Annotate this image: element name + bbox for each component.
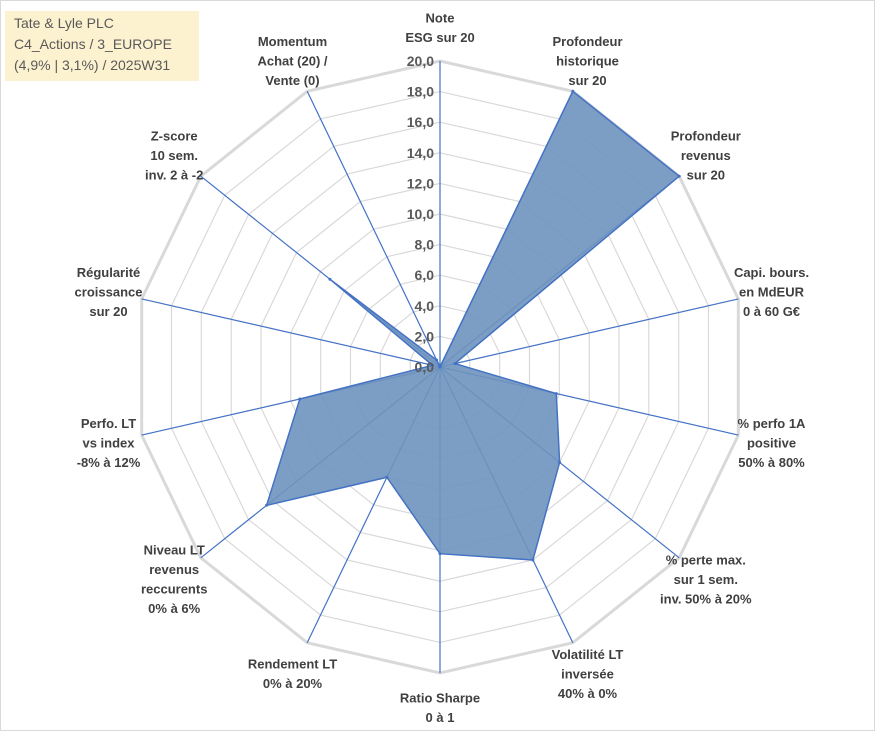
axis-spoke	[439, 298, 739, 368]
axis-label: Profondeur historique sur 20	[552, 34, 622, 88]
axis-label-line: 0% à 20%	[263, 676, 323, 691]
axis-label-line: 0 à 1	[426, 710, 455, 725]
axis-spoke	[141, 298, 441, 368]
axis-label-line: Profondeur	[671, 129, 741, 144]
tick-label: 14,0	[407, 145, 434, 161]
axis-label-line: sur 20	[568, 73, 606, 88]
axis-label-line: historique	[556, 54, 619, 69]
axis-label-line: sur 20	[687, 168, 725, 183]
axis-label-line: revenus	[149, 562, 199, 577]
axis-label-line: inv. 2 à -2	[145, 168, 203, 183]
series-point	[328, 277, 332, 281]
series-point	[558, 460, 562, 464]
axis-label: Niveau LT revenus reccurents 0% à 6%	[141, 543, 207, 617]
axis-label-line: croissance	[75, 284, 143, 299]
axis-label-line: -8% à 12%	[77, 455, 141, 470]
axis-label-line: Momentum	[258, 34, 327, 49]
axis-label: Z-score 10 sem. inv. 2 à -2	[145, 129, 203, 183]
radar-axis-labels: Note ESG sur 20 Profondeur historique sur 20…	[75, 10, 810, 725]
axis-label-line: sur 20	[89, 304, 127, 319]
axis-label-line: 0% à 6%	[148, 601, 200, 616]
axis-label-line: Rendement LT	[248, 657, 337, 672]
axis-label-line: revenus	[681, 148, 731, 163]
tick-label: 10,0	[407, 206, 434, 222]
tick-label: 2,0	[415, 328, 435, 344]
axis-label-line: Note	[426, 10, 455, 25]
tick-label: 12,0	[407, 175, 434, 191]
axis-label-line: positive	[747, 436, 796, 451]
tick-label: 0,0	[415, 359, 435, 375]
axis-spoke	[306, 91, 441, 368]
tick-label: 4,0	[415, 298, 435, 314]
series-point	[438, 552, 442, 556]
series-point	[453, 362, 457, 366]
axis-label-line: 10 sem.	[150, 148, 198, 163]
axis-label: Capi. bours. en MdEUR 0 à 60 G€	[734, 265, 809, 319]
tick-label: 6,0	[415, 267, 435, 283]
axis-label-line: % perte max.	[666, 553, 746, 568]
axis-label: % perfo 1A positive 50% à 80%	[738, 416, 807, 470]
axis-label: Ratio Sharpe 0 à 1	[400, 690, 480, 725]
series-point	[385, 475, 389, 479]
series-point	[431, 363, 434, 367]
axis-label-line: Capi. bours.	[734, 265, 809, 280]
tick-label: 8,0	[415, 237, 435, 253]
axis-label-line: Profondeur	[552, 34, 622, 49]
axis-label: Perfo. LT vs index -8% à 12%	[77, 416, 141, 470]
series-point	[438, 365, 442, 369]
axis-label-line: en MdEUR	[739, 284, 805, 299]
axis-label-line: reccurents	[141, 582, 207, 597]
axis-label: Momentum Achat (20) / Vente (0)	[257, 34, 327, 88]
tick-label: 16,0	[407, 114, 434, 130]
axis-label: Profondeur revenus sur 20	[671, 129, 741, 183]
tick-label: 18,0	[407, 84, 434, 100]
axis-label-line: 0 à 60 G€	[743, 304, 800, 319]
series-point	[531, 558, 535, 562]
axis-label-line: inv. 50% à 20%	[660, 592, 752, 607]
series-point	[265, 503, 269, 507]
period-label: (4,9% | 3,1%) / 2025W31	[14, 57, 171, 73]
axis-label-line: Niveau LT	[144, 543, 205, 558]
series-point	[571, 89, 575, 93]
axis-label-line: ESG sur 20	[405, 30, 474, 45]
axis-label-line: 50% à 80%	[738, 455, 805, 470]
company-name: Tate & Lyle PLC	[14, 15, 114, 31]
radar-tick-labels: 0,0 2,0 4,0 6,0 8,0 10,0 12,0 14,0 16,0 18,0 20,0	[407, 53, 434, 375]
axis-label-line: Volatilité LT	[552, 647, 624, 662]
info-box: Tate & Lyle PLC C4_Actions / 3_EUROPE (4…	[5, 11, 199, 81]
axis-label-line: Vente (0)	[265, 73, 319, 88]
portfolio-label: C4_Actions / 3_EUROPE	[14, 36, 172, 52]
series-point	[677, 174, 681, 178]
axis-label-line: vs index	[82, 436, 135, 451]
axis-label-line: Régularité	[77, 265, 141, 280]
axis-label-line: Achat (20) /	[257, 54, 327, 69]
series-point	[554, 392, 558, 396]
axis-label-line: Ratio Sharpe	[400, 690, 480, 705]
axis-label: Note ESG sur 20	[405, 10, 474, 45]
axis-label-line: Z-score	[151, 129, 198, 144]
series-area	[265, 90, 681, 561]
tick-label: 20,0	[407, 53, 434, 69]
axis-label: Régularité croissance sur 20	[75, 265, 143, 319]
axis-label-line: inversée	[561, 666, 614, 681]
axis-label: Rendement LT 0% à 20%	[248, 657, 337, 692]
axis-label: Volatilité LT inversée 40% à 0%	[552, 647, 624, 701]
radar-series	[265, 89, 681, 562]
axis-label-line: Perfo. LT	[81, 416, 136, 431]
axis-label-line: % perfo 1A	[738, 416, 807, 431]
series-point	[298, 397, 302, 401]
axis-label: % perte max. sur 1 sem. inv. 50% à 20%	[660, 553, 752, 607]
axis-label-line: 40% à 0%	[558, 686, 618, 701]
series-point	[435, 358, 439, 362]
axis-label-line: sur 1 sem.	[674, 572, 738, 587]
